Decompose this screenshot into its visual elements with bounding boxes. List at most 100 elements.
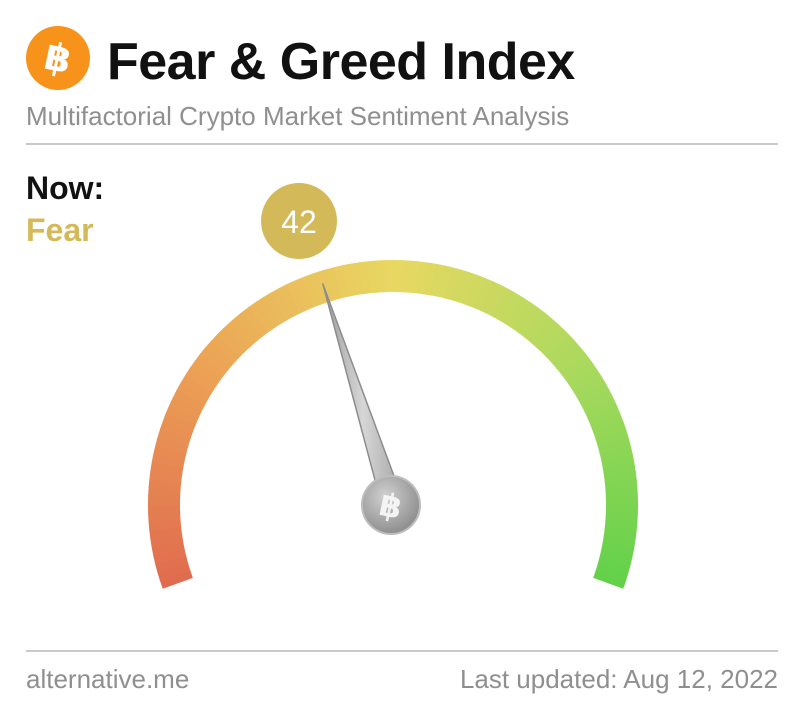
gauge-arc-segment [153, 444, 187, 461]
gauge-arc-segment [595, 563, 629, 582]
gauge-arc-segment [185, 366, 218, 393]
gauge-arc-segment [151, 452, 185, 469]
gauge-arc-segment [153, 548, 187, 565]
footer-divider [26, 650, 778, 652]
gauge-arc-segment [270, 288, 294, 321]
page-subtitle: Multifactorial Crypto Market Sentiment A… [26, 101, 570, 131]
gauge-arc-segment [593, 570, 627, 589]
gauge-needle-pointer [322, 283, 405, 510]
gauge-arc-segment [151, 540, 185, 556]
gauge-arc-segment [157, 428, 191, 447]
gauge-arc-segment [172, 388, 206, 412]
gauge-arc-segment [180, 374, 213, 399]
gauge-arc-segment [465, 274, 486, 308]
gauge-arc-segment [451, 269, 470, 303]
gauge-arc-segment [437, 265, 454, 299]
sentiment-classification: Fear [26, 212, 94, 248]
gauge-arc-segment [194, 353, 226, 380]
gauge-arc-segment [309, 271, 329, 305]
gauge-arc-segment [159, 569, 193, 589]
gauge-arc-segment [325, 266, 343, 301]
gauge-arc-segment [472, 277, 494, 311]
gauge-arc-segment [159, 420, 194, 440]
gauge-arc-segment [512, 301, 539, 334]
gauge-arc-segment [601, 541, 635, 558]
gauge-arc-segment [556, 347, 587, 375]
gauge-arc-segment [148, 518, 182, 531]
gauge-arc-segment [486, 284, 510, 318]
bitcoin-logo-icon: ฿ [26, 26, 90, 90]
gauge-arc-segment [157, 562, 191, 581]
gauge-arc-segment [604, 479, 638, 492]
gauge-arc-segment [605, 496, 638, 507]
gauge-arc-segment [301, 274, 322, 308]
gauge-arc-segment [584, 397, 618, 420]
gauge-arc-segment [518, 306, 545, 338]
gauge-arc-segment [601, 454, 635, 470]
gauge-arc-segment [367, 260, 380, 294]
gauge-arc-segment [499, 292, 524, 325]
gauge-arc-segment [429, 263, 446, 297]
source-link[interactable]: alternative.me [26, 664, 190, 694]
header-divider [26, 143, 778, 145]
gauge-arc-segment [597, 556, 631, 574]
now-label: Now: [26, 170, 105, 206]
gauge-arc-segment [229, 316, 257, 347]
gauge-arc-segment [277, 284, 301, 317]
gauge-value-label: 42 [281, 204, 317, 240]
gauge-arc-segment [393, 260, 403, 293]
gauge-arc-segment [165, 404, 199, 426]
gauge-arc-segment [263, 292, 288, 325]
page-title: Fear & Greed Index [107, 33, 575, 91]
gauge-arc-segment [199, 346, 231, 374]
gauge-arc-segment [222, 322, 252, 352]
gauge-arc-segment [342, 263, 358, 297]
gauge-arc-segment [293, 277, 315, 311]
gauge-arc-segment [210, 333, 241, 363]
gauge-arc-segment [242, 306, 269, 338]
gauge-arc-segment [595, 429, 629, 448]
gauge-arc-segment [540, 328, 571, 358]
gauge-arc-segment [384, 260, 395, 293]
value-bubble: 42 [261, 183, 337, 259]
gauge-arc-segment [189, 359, 222, 386]
gauge-arc-segment [148, 511, 181, 523]
gauge-arc-segment [150, 461, 184, 476]
gauge-arc-segment [565, 360, 597, 387]
gauge-arc-segment [590, 413, 624, 434]
gauge-arc [147, 260, 638, 589]
gauge-arc-segment [560, 354, 592, 381]
gauge-arc-segment [581, 389, 614, 413]
gauge-arc-segment [551, 341, 582, 369]
gauge-arc-segment [176, 381, 210, 406]
gauge-arc-segment [248, 301, 275, 333]
gauge-arc-segment [524, 311, 552, 343]
gauge-arc-segment [422, 262, 437, 296]
gauge-arc-segment [285, 280, 308, 314]
gauge-arc-segment [605, 487, 638, 499]
gauge-arc-segment [587, 405, 621, 427]
gauge-arc-segment [169, 396, 203, 419]
gauge-arc-segment [605, 505, 638, 515]
gauge-arc-segment [148, 495, 181, 505]
gauge-arc-segment [333, 265, 350, 299]
gauge-arc-segment [149, 469, 183, 483]
gauge-arc-segment [492, 288, 517, 322]
gauge-arc-segment [597, 437, 632, 455]
gauge-arc-segment [599, 445, 633, 462]
gauge-arc-segment [529, 317, 558, 348]
gauge-arc-segment [602, 534, 636, 549]
gauge-arc-segment [505, 297, 532, 330]
gauge-arc-segment [155, 436, 189, 454]
gauge-arc-segment [599, 549, 633, 566]
gauge-hub: ฿ [361, 475, 421, 535]
gauge-arc-segment [569, 367, 602, 394]
gauge-arc-segment [577, 382, 610, 406]
gauge-arc-segment [535, 322, 565, 353]
gauge-arc-segment [573, 375, 606, 400]
gauge-arc-segment [415, 261, 429, 295]
gauge-arc-segment [216, 327, 246, 358]
gauge-arc-segment [546, 334, 576, 364]
gauge-arc-segment [205, 340, 236, 369]
gauge-arc-segment [375, 260, 387, 293]
